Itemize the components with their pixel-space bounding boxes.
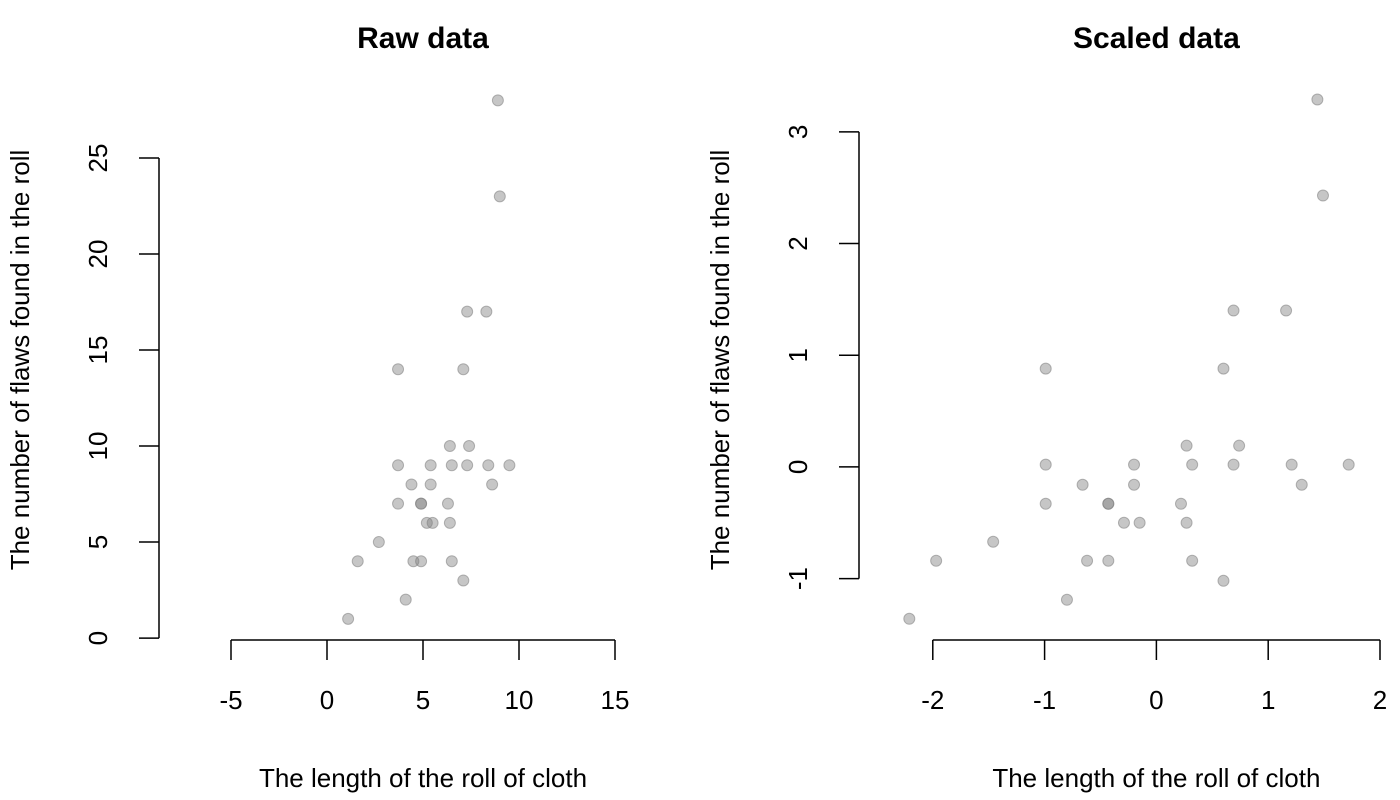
point — [461, 305, 474, 318]
point — [461, 459, 474, 472]
point — [1174, 497, 1187, 510]
point — [1342, 458, 1355, 471]
point — [424, 478, 437, 491]
point — [1039, 497, 1052, 510]
point — [1081, 554, 1094, 567]
y-tick-label: 10 — [83, 432, 113, 461]
x-tick-label: -2 — [921, 685, 944, 715]
y-tick-label: 1 — [783, 348, 813, 362]
point — [1217, 362, 1230, 375]
point — [445, 555, 458, 568]
point — [445, 459, 458, 472]
x-axis-label: The length of the roll of cloth — [259, 763, 587, 793]
chart-title: Scaled data — [1073, 22, 1240, 55]
point — [1039, 458, 1052, 471]
x-tick-label: 10 — [505, 685, 534, 715]
y-axis-label: The number of flaws found in the roll — [705, 150, 735, 571]
point — [1227, 458, 1240, 471]
x-tick-label: 1 — [1261, 685, 1275, 715]
point — [1285, 458, 1298, 471]
point — [463, 440, 476, 453]
point — [486, 478, 499, 491]
point — [426, 516, 439, 529]
x-tick-label: 0 — [1149, 685, 1163, 715]
y-tick-label: 15 — [83, 336, 113, 365]
x-tick-label: 0 — [320, 685, 334, 715]
chart-title: Raw data — [357, 22, 489, 55]
point — [1102, 554, 1115, 567]
point — [1280, 304, 1293, 317]
point — [930, 554, 943, 567]
point — [405, 478, 418, 491]
x-tick-label: 2 — [1373, 685, 1387, 715]
point — [415, 555, 428, 568]
point — [392, 459, 405, 472]
point — [1180, 439, 1193, 452]
point — [399, 593, 412, 606]
point — [372, 536, 385, 549]
point — [342, 612, 355, 625]
y-tick-label: 3 — [783, 125, 813, 139]
point — [1128, 458, 1141, 471]
point — [482, 459, 495, 472]
point — [443, 516, 456, 529]
point — [457, 574, 470, 587]
point — [1180, 516, 1193, 529]
point — [1133, 516, 1146, 529]
point — [424, 459, 437, 472]
point — [1186, 458, 1199, 471]
point — [392, 497, 405, 510]
x-tick-label: 5 — [416, 685, 430, 715]
point — [1227, 304, 1240, 317]
y-axis-label: The number of flaws found in the roll — [5, 150, 35, 571]
point — [1102, 497, 1115, 510]
x-tick-label: -1 — [1033, 685, 1056, 715]
point — [443, 440, 456, 453]
point — [441, 497, 454, 510]
y-tick-label: 20 — [83, 240, 113, 269]
point — [1076, 478, 1089, 491]
point — [415, 497, 428, 510]
point — [392, 363, 405, 376]
point — [1128, 478, 1141, 491]
x-tick-label: -5 — [219, 685, 242, 715]
point — [903, 612, 916, 625]
point — [480, 305, 493, 318]
y-tick-label: 0 — [783, 460, 813, 474]
y-tick-label: 25 — [83, 144, 113, 173]
point — [1117, 516, 1130, 529]
point — [1295, 478, 1308, 491]
y-tick-label: -1 — [783, 567, 813, 590]
point — [351, 555, 364, 568]
point — [987, 535, 1000, 548]
x-tick-label: 15 — [601, 685, 630, 715]
point — [1233, 439, 1246, 452]
point — [503, 459, 516, 472]
point — [1039, 362, 1052, 375]
point — [493, 190, 506, 203]
point — [457, 363, 470, 376]
point — [1311, 93, 1324, 106]
y-tick-label: 2 — [783, 236, 813, 250]
point — [1217, 574, 1230, 587]
x-axis-label: The length of the roll of cloth — [992, 763, 1320, 793]
y-tick-label: 0 — [83, 631, 113, 645]
point — [1186, 554, 1199, 567]
y-tick-label: 5 — [83, 535, 113, 549]
point — [1316, 189, 1329, 202]
point — [491, 94, 504, 107]
point — [1060, 593, 1073, 606]
